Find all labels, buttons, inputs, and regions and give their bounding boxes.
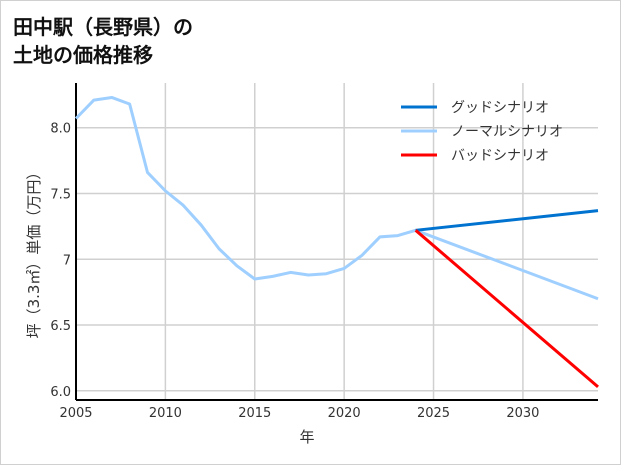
y-tick-label: 7.5 [50,187,71,202]
series-line-2 [74,95,599,301]
y-tick-label: 7 [63,253,71,268]
x-tick-label: 2030 [506,406,539,421]
x-tick-label: 2015 [238,406,271,421]
y-axis-label: 坪（3.3㎡）単価（万円） [25,165,43,339]
legend-label: グッドシナリオ [451,100,549,116]
x-tick-label: 2025 [417,406,450,421]
x-tick-label: 2010 [149,406,182,421]
y-tick-label: 6.5 [50,319,71,334]
x-axis-label: 年 [299,428,314,446]
y-tick-label: 6.0 [50,385,71,400]
y-tick-label: 8.0 [50,122,71,137]
series-line-1 [415,209,599,232]
chart-title-line2: 土地の価格推移 [13,43,153,67]
x-tick-label: 2020 [328,406,361,421]
chart-title-line1: 田中駅（長野県）の [13,15,193,39]
legend-label: バッドシナリオ [451,148,549,164]
series-line-3 [414,229,599,388]
legend-label: ノーマルシナリオ [451,124,563,140]
x-tick-label: 2005 [59,406,92,421]
